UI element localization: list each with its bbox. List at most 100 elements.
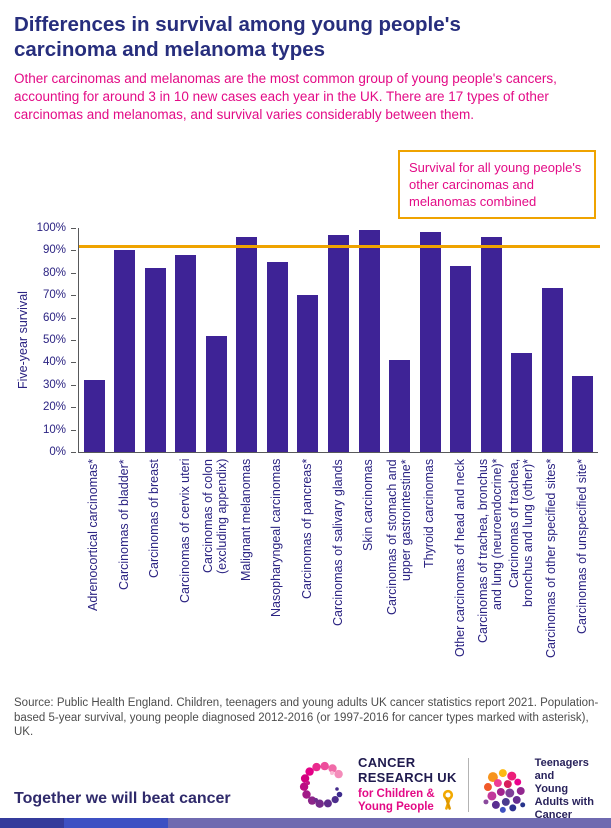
x-label-3: Carcinomas of cervix uteri [177,459,192,604]
x-label-column: Carcinomas of bladder* [109,459,140,691]
y-tick-label: 20% [42,401,66,414]
x-label-0: Adrenocortical carcinomas* [86,459,101,612]
x-label-column: Carcinomas of trachea, bronchus and lung… [505,459,536,691]
x-label-11: Thyroid carcinomas [422,459,437,569]
x-label-4: Carcinomas of colon (excluding appendix) [201,459,230,575]
x-label-column: Carcinomas of unspecified site* [567,459,598,691]
y-tick-mark [71,452,76,453]
bar-15 [541,288,563,452]
logo-separator [468,758,469,812]
x-label-column: Carcinomas of trachea, bronchus and lung… [475,459,506,691]
tya-logo-line1: Teenagers and [534,757,589,782]
bar-column [354,228,385,452]
x-label-column: Carcinomas of colon (excluding appendix) [200,459,231,691]
x-label-column: Other carcinomas of head and neck [444,459,475,691]
tya-logo-line3: Adults with [534,796,594,808]
cruk-logo-text: CANCER RESEARCH UK for Children & Young … [358,755,457,814]
y-tick-label: 100% [36,222,66,234]
y-tick-label: 10% [42,423,66,436]
gold-ribbon-icon [442,789,453,810]
bar-column [262,228,293,452]
y-tick-label: 80% [42,266,66,279]
bar-column [293,228,324,452]
x-label-1: Carcinomas of bladder* [116,459,131,590]
combined-survival-line [79,244,600,248]
tya-logo: Teenagers and Young Adults with Cancer [479,757,611,822]
x-label-12: Other carcinomas of head and neck [452,459,467,658]
bar-column [384,228,415,452]
cruk-logo-line2: RESEARCH UK [358,769,457,785]
tya-logo-text: Teenagers and Young Adults with Cancer [535,757,611,822]
bar-column [568,228,599,452]
cruk-logo-line4: Young People [358,801,434,813]
bar-4 [205,335,227,452]
bar-column [445,228,476,452]
x-label-column: Adrenocortical carcinomas* [78,459,109,691]
y-tick-mark [71,340,76,341]
tya-dot-cluster-icon [483,768,526,813]
x-label-column: Malignant melanomas [231,459,262,691]
x-label-16: Carcinomas of unspecified site* [574,459,589,635]
bar-6 [266,261,288,452]
y-tick-label: 40% [42,356,66,369]
x-label-column: Carcinomas of breast [139,459,170,691]
y-tick-label: 90% [42,244,66,257]
x-label-13: Carcinomas of trachea, bronchus and lung… [476,459,505,644]
bar-8 [328,234,350,452]
y-tick-mark [71,250,76,252]
bar-10 [389,360,411,452]
x-label-column: Carcinomas of other specified sites* [536,459,567,691]
bar-column [232,228,263,452]
cruk-dotted-c-icon [299,761,343,808]
y-tick-mark [71,384,76,386]
x-label-15: Carcinomas of other specified sites* [544,459,559,659]
tya-logo-line2: Young [534,783,569,795]
y-tick-mark [71,272,76,274]
x-label-2: Carcinomas of breast [147,459,162,578]
bar-column [476,228,507,452]
y-axis: 100% 90% 80% 70% 60% 50% 40% 30% 20% 10% 0% [0,222,77,458]
bar-column [537,228,568,452]
cruk-logo-sub: for Children & Young People [358,788,435,814]
cruk-logo-line1: CANCER [358,755,416,770]
y-tick-mark [71,228,76,229]
x-label-8: Carcinomas of salivary glands [330,459,345,626]
y-tick-mark [71,317,76,319]
bar-9 [358,230,380,452]
bar-0 [83,380,105,452]
x-label-column: Carcinomas of pancreas* [292,459,323,691]
bottom-color-strip [0,818,611,828]
x-label-column: Nasopharyngeal carcinomas [261,459,292,691]
x-label-5: Malignant melanomas [238,459,253,582]
y-tick-label: 50% [42,334,66,346]
x-label-14: Carcinomas of trachea, bronchus and lung… [506,459,535,608]
bar-11 [419,232,441,452]
bar-13 [480,236,502,452]
x-label-6: Nasopharyngeal carcinomas [269,459,284,618]
y-tick-mark [71,429,76,431]
bar-2 [144,268,166,452]
page-title: Differences in survival among young peop… [14,13,461,61]
bar-column [140,228,171,452]
bar-1 [114,250,136,452]
bar-16 [572,375,594,452]
y-tick-mark [71,407,76,409]
x-label-column: Carcinomas of salivary glands [322,459,353,691]
y-tick-mark [71,362,76,364]
y-tick-label: 60% [42,311,66,324]
plot-area [78,228,600,453]
bar-column [171,228,202,452]
y-tick-mark [71,295,76,297]
callout-text: Survival for all young people's other ca… [409,160,582,209]
source-note: Source: Public Health England. Children,… [14,697,599,738]
strip-segment-3 [168,818,611,828]
bar-column [201,228,232,452]
x-label-9: Skin carcinomas [361,459,376,551]
bar-3 [175,254,197,452]
x-label-column: Skin carcinomas [353,459,384,691]
bar-12 [450,266,472,452]
bar-14 [511,353,533,452]
cruk-logo-line3: for Children & [358,788,435,800]
y-tick-label: 30% [42,378,66,391]
x-label-10: Carcinomas of stomach and upper gastroin… [384,459,413,615]
